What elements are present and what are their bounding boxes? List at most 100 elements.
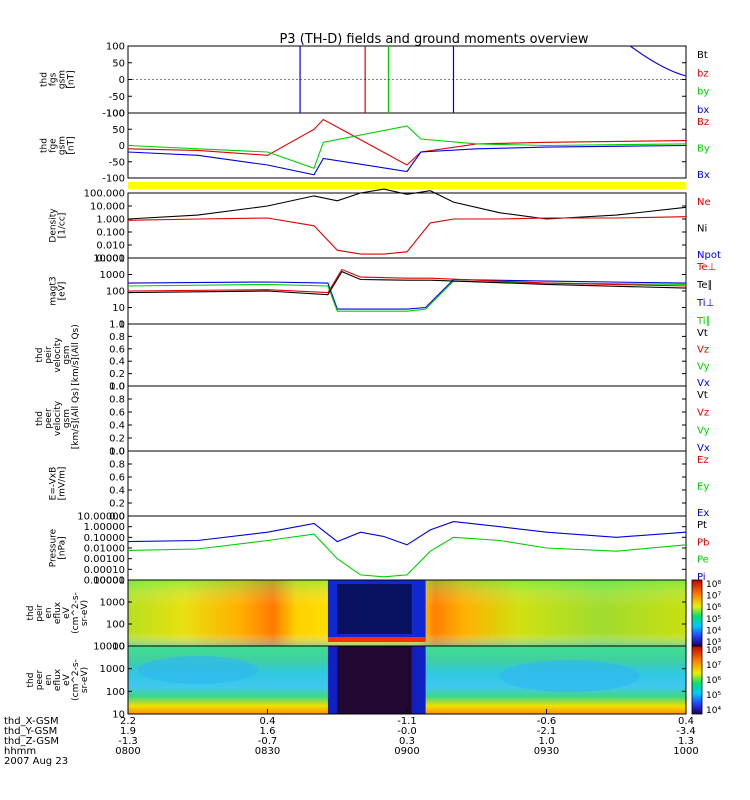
legend-entry: Te∥ <box>696 280 713 291</box>
colorbar-tick-label: 10⁶ <box>706 603 721 613</box>
y-tick-label: 1.000 <box>96 215 125 226</box>
y-axis-label: (cm^2-s- <box>71 592 81 634</box>
legend-entry: Vx <box>697 443 710 454</box>
y-axis-label: thd <box>26 673 36 688</box>
y-axis-label: gsm <box>62 345 72 364</box>
legend-entry: By <box>697 144 710 155</box>
y-tick-label: 1.0 <box>109 447 125 458</box>
colorbar-tick-label: 10⁶ <box>706 676 721 686</box>
x-axis-value: 0.3 <box>399 736 415 747</box>
legend-entry: Ni <box>697 224 707 235</box>
y-axis-label: magt3 <box>49 276 59 305</box>
panel-frame <box>127 450 687 517</box>
y-tick-label: 0.2 <box>109 369 125 380</box>
panel-frame <box>127 257 687 325</box>
y-axis-label: thd <box>40 72 50 87</box>
colorbar-tick-label: 10⁸ <box>706 580 721 590</box>
y-tick-label: 0 <box>119 141 125 152</box>
colorbar <box>691 645 703 715</box>
y-tick-label: 50 <box>112 58 125 69</box>
x-axis-value: 0900 <box>394 746 419 757</box>
y-axis-label: Density <box>49 208 59 243</box>
y-tick-label: 0.100 <box>96 228 125 239</box>
panel-density: 100.000 10.000 1.000 0.100 0.010 0.001 Density… <box>49 189 721 265</box>
legend-entry: Bt <box>697 50 708 61</box>
ion-spectrogram-lowband <box>327 637 426 642</box>
panel-frame <box>127 515 687 581</box>
y-axis-label: [mV/m] <box>58 467 68 501</box>
y-tick-label: 100 <box>106 42 125 53</box>
y-axis-label: thd <box>26 606 36 621</box>
series-temp-Ti⊥ <box>127 278 687 310</box>
panel-frame <box>127 112 687 179</box>
legend-entry: Pb <box>697 537 709 548</box>
y-axis-label: thd <box>35 411 45 426</box>
y-axis-label: Pressure <box>49 528 59 567</box>
y-tick-label: 10000 <box>93 576 125 587</box>
flag-bar <box>128 182 686 189</box>
colorbar-tick-label: 10³ <box>706 638 721 648</box>
y-axis-label: gsm <box>58 70 68 89</box>
y-tick-label: 0.2 <box>109 434 125 445</box>
y-axis-label: peir <box>44 346 54 364</box>
legend-entry: Vt <box>697 390 708 401</box>
x-axis-value: 1.3 <box>678 736 694 747</box>
y-axis-label: [1/cc] <box>58 213 68 239</box>
y-axis-label: sr-eV) <box>80 600 90 626</box>
y-axis-label: velocity <box>53 400 63 436</box>
x-axis-value: 0.4 <box>260 716 276 727</box>
y-tick-label: -100 <box>102 174 125 185</box>
panel-ve: 1.0 0.8 0.6 0.4 0.2 0.0 thd peer velocity gsm [km/… <box>35 382 710 458</box>
y-axis-label: [eV] <box>58 282 68 301</box>
x-axis-value: 1000 <box>673 746 698 757</box>
y-tick-label: 1 <box>119 320 125 331</box>
panel-pressure: 10.000001.000000.100000.010000.001000.00… <box>49 512 710 587</box>
y-tick-label: 0.01000 <box>84 544 125 555</box>
y-tick-label: 50 <box>112 125 125 136</box>
x-axis-value: -0.0 <box>397 726 417 737</box>
y-tick-label: 100 <box>106 109 125 120</box>
legend-entry: Ti∥ <box>696 316 711 327</box>
x-axis-value: -3.4 <box>676 726 696 737</box>
y-tick-label: 10000 <box>93 642 125 653</box>
y-axis-label: E=-VxB <box>49 467 59 501</box>
legend-entry: Vy <box>697 361 710 372</box>
y-tick-label: 0.4 <box>109 486 125 497</box>
colorbar-tick-label: 10⁷ <box>706 661 721 671</box>
y-axis-label: sr-eV) <box>80 667 90 693</box>
y-tick-label: 0.8 <box>109 395 125 406</box>
series-pressure-Pi <box>127 521 687 546</box>
x-axis-row-label: thd_Z-GSM <box>4 736 59 747</box>
y-axis-label: [km/s](All Qs) <box>71 388 81 450</box>
y-axis-label: eflux <box>53 668 63 691</box>
y-tick-label: 0 <box>119 75 125 86</box>
y-tick-label: 1.00000 <box>84 522 125 533</box>
colorbar <box>691 579 703 647</box>
x-axis-value: 0.4 <box>678 716 694 727</box>
y-axis-label: thd <box>40 138 50 153</box>
x-axis-value: 2.2 <box>120 716 136 727</box>
y-tick-label: 0.4 <box>109 357 125 368</box>
panel-espec: 10000 1000 100 10 thd peer en eflux eV (cm^2-s-sr… <box>26 642 721 721</box>
y-axis-label: (cm^2-s- <box>71 659 81 701</box>
series-fge-Bz <box>127 118 687 166</box>
panel-ispec: 10000 1000 100 10 thd peir en eflux eV (cm^2-s-sr… <box>26 576 721 653</box>
y-tick-label: 10000 <box>93 254 125 265</box>
legend-entry: Bz <box>697 117 709 128</box>
y-tick-label: 10 <box>112 710 125 721</box>
legend-entry: bz <box>697 68 709 79</box>
colorbar-tick-label: 10⁴ <box>706 706 721 716</box>
series-fge-By <box>127 125 687 169</box>
colorbar-tick-label: 10⁵ <box>706 691 721 701</box>
x-axis-value: 1.0 <box>539 736 555 747</box>
colorbar-tick-label: 10⁵ <box>706 615 721 625</box>
y-tick-label: 100 <box>106 287 125 298</box>
electron-spectrogram-core <box>337 646 412 714</box>
legend-entry: Te⊥ <box>696 262 716 273</box>
y-tick-label: 0.010 <box>96 241 125 252</box>
y-tick-label: 10 <box>112 642 125 653</box>
fgs-bx-curve <box>629 45 687 77</box>
x-axis-row-label: thd_X-GSM <box>4 716 59 727</box>
y-tick-label: -50 <box>109 92 125 103</box>
